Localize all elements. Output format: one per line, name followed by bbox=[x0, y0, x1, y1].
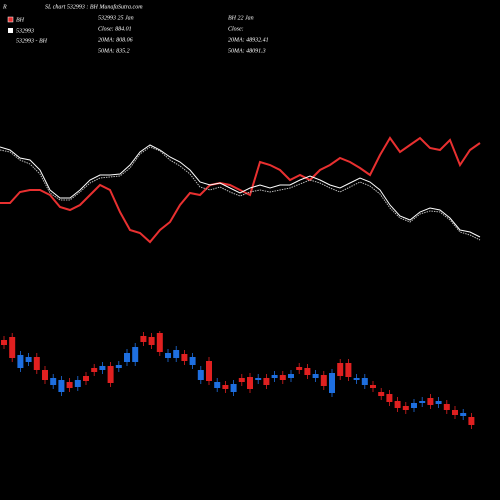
info-text: 20MA: 48932.41 bbox=[228, 36, 269, 43]
info-text: 532993 25 Jan bbox=[98, 15, 134, 21]
candle-body bbox=[1, 340, 7, 345]
candle-body bbox=[452, 410, 458, 415]
candle-body bbox=[255, 378, 262, 380]
candle-body bbox=[402, 406, 409, 410]
candle-body bbox=[238, 378, 245, 382]
legend-label: BH bbox=[16, 17, 25, 23]
candle-body bbox=[173, 350, 180, 358]
price-line bbox=[0, 144, 481, 238]
legend-swatch bbox=[7, 16, 14, 23]
candle-body bbox=[230, 384, 237, 392]
candle-body bbox=[74, 380, 81, 387]
candle-body bbox=[66, 382, 73, 388]
candle-body bbox=[411, 403, 417, 408]
candle-body bbox=[99, 366, 106, 370]
candle-body bbox=[91, 368, 98, 372]
candle-body bbox=[148, 337, 155, 345]
candle-body bbox=[296, 367, 303, 370]
info-text: 20MA: 808.06 bbox=[98, 37, 133, 43]
corner-label: R bbox=[2, 4, 7, 10]
info-text: Close: bbox=[228, 26, 244, 32]
legend-label: 532993 bbox=[16, 28, 34, 34]
candle-body bbox=[197, 370, 204, 380]
candle-body bbox=[140, 336, 147, 342]
candle-body bbox=[337, 363, 344, 376]
candle-body bbox=[263, 378, 270, 385]
candle-body bbox=[304, 368, 311, 375]
candle-body bbox=[468, 417, 475, 425]
candle-body bbox=[386, 394, 393, 402]
candle-body bbox=[156, 333, 163, 352]
candle-body bbox=[288, 374, 294, 378]
candle-body bbox=[312, 374, 319, 378]
candle-body bbox=[124, 353, 130, 362]
candle-body bbox=[427, 398, 434, 405]
candle-body bbox=[435, 401, 442, 404]
candle-body bbox=[370, 385, 376, 388]
candle-body bbox=[394, 401, 401, 408]
price-line bbox=[0, 136, 481, 244]
candle-body bbox=[214, 382, 221, 388]
candle-body bbox=[115, 365, 122, 368]
info-text: 50MA: 835.2 bbox=[98, 48, 130, 54]
candle-body bbox=[25, 357, 32, 362]
candle-body bbox=[279, 375, 286, 380]
info-text: 50MA: 48091.3 bbox=[228, 47, 266, 54]
candle-body bbox=[189, 357, 196, 365]
candle-body bbox=[206, 361, 212, 381]
candle-body bbox=[271, 375, 278, 378]
candle-body bbox=[329, 373, 335, 393]
candle-body bbox=[165, 353, 171, 358]
legend-note: 532993 - BH bbox=[16, 38, 48, 44]
candle-body bbox=[443, 404, 450, 410]
candle-body bbox=[181, 354, 188, 361]
candle-body bbox=[107, 366, 114, 383]
candle-body bbox=[222, 385, 229, 389]
candle-body bbox=[83, 376, 89, 381]
candle-body bbox=[42, 370, 48, 380]
info-text: Close: 884.01 bbox=[98, 25, 132, 32]
candle-body bbox=[320, 375, 327, 386]
info-text: BH 22 Jan bbox=[228, 15, 254, 21]
candle-body bbox=[132, 347, 139, 362]
candle-body bbox=[345, 363, 352, 377]
candle-body bbox=[33, 357, 40, 370]
candle-body bbox=[353, 378, 360, 380]
candle-body bbox=[17, 355, 24, 368]
candle-body bbox=[419, 401, 426, 403]
legend-swatch bbox=[8, 28, 13, 33]
candle-body bbox=[9, 337, 16, 358]
candle-body bbox=[460, 413, 467, 416]
candle-body bbox=[247, 377, 253, 389]
candle-body bbox=[58, 380, 65, 392]
candle-body bbox=[50, 378, 57, 385]
candle-body bbox=[378, 392, 385, 396]
chart-title: SL chart 532993 : BH MunafaSutra.com bbox=[45, 3, 143, 10]
candle-body bbox=[361, 378, 368, 385]
